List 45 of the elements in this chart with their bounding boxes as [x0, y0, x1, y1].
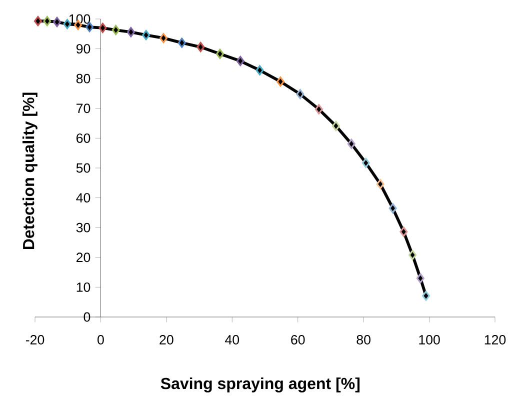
- point: [400, 226, 408, 237]
- y-tick-label: 40: [76, 193, 90, 203]
- point: [126, 27, 135, 38]
- point: [256, 65, 264, 76]
- point: [196, 42, 205, 52]
- point: [422, 290, 430, 301]
- point: [34, 16, 42, 26]
- point: [216, 48, 224, 59]
- point: [178, 38, 186, 48]
- point: [314, 104, 323, 114]
- x-tick-label: 80: [356, 335, 370, 344]
- point: [416, 273, 424, 284]
- x-tick-label: -20: [26, 335, 44, 344]
- point: [98, 22, 107, 34]
- point: [236, 56, 244, 66]
- x-tick-label: 0: [98, 335, 104, 344]
- point: [276, 76, 284, 87]
- point: [347, 138, 356, 149]
- x-tick-label: 100: [419, 335, 440, 344]
- point: [388, 203, 397, 214]
- point: [159, 32, 168, 44]
- y-tick-label: 20: [76, 252, 90, 262]
- y-tick-label: 30: [76, 222, 90, 232]
- y-tick-label: 80: [76, 74, 90, 84]
- point: [296, 89, 304, 100]
- x-tick-label: 40: [225, 335, 240, 344]
- x-tick-label: 120: [484, 335, 506, 344]
- point: [112, 24, 120, 36]
- point: [43, 16, 52, 26]
- y-tick-label: 90: [76, 44, 90, 54]
- point: [53, 16, 62, 28]
- y-tick-label: 10: [76, 282, 90, 292]
- point: [408, 250, 417, 260]
- y-axis-title: Detection quality [%]: [22, 92, 38, 250]
- point: [362, 158, 370, 168]
- y-tick-label: 50: [76, 163, 90, 173]
- point: [142, 30, 150, 40]
- x-axis-title: Saving spraying agent [%]: [160, 377, 360, 392]
- y-tick-label: 60: [76, 133, 90, 143]
- point: [376, 179, 384, 190]
- y-tick-label: 70: [76, 104, 90, 114]
- y-tick-label: 0: [84, 312, 90, 322]
- x-tick-label: 60: [291, 335, 305, 344]
- point: [332, 120, 340, 132]
- x-tick-label: 20: [160, 335, 174, 344]
